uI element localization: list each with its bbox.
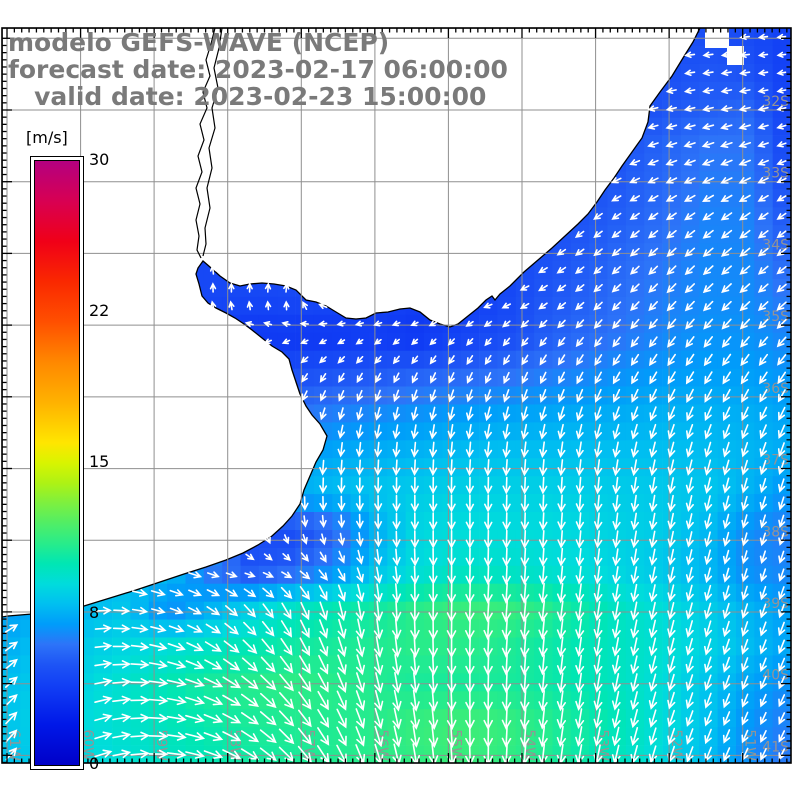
model-title: modelo GEFS-WAVE (NCEP) xyxy=(8,28,390,57)
colorbar-tick: 15 xyxy=(89,452,110,471)
colorbar-gradient xyxy=(34,160,80,766)
lat-label: 40S xyxy=(762,668,789,684)
lat-label: 35S xyxy=(762,309,789,325)
colorbar-tick: 30 xyxy=(89,150,110,169)
coastline xyxy=(2,28,701,618)
lat-label: 36S xyxy=(762,381,789,397)
rivers xyxy=(195,28,223,259)
map-frame xyxy=(1,27,792,764)
colorbar xyxy=(30,156,84,770)
colorbar-tick: 8 xyxy=(89,603,100,622)
colorbar-unit-label: [m/s] xyxy=(26,128,68,147)
forecast-date: forecast date: 2023-02-17 06:00:00 xyxy=(8,55,508,84)
land-mask xyxy=(2,28,744,618)
lat-label: 33S xyxy=(762,166,789,182)
colorbar-tick: 0 xyxy=(89,754,100,773)
lat-label: 41S xyxy=(762,739,789,755)
lat-label: 34S xyxy=(762,237,789,253)
valid-date: valid date: 2023-02-23 15:00:00 xyxy=(8,82,487,111)
lat-label: 38S xyxy=(762,524,789,540)
colorbar-tick: 22 xyxy=(89,301,110,320)
